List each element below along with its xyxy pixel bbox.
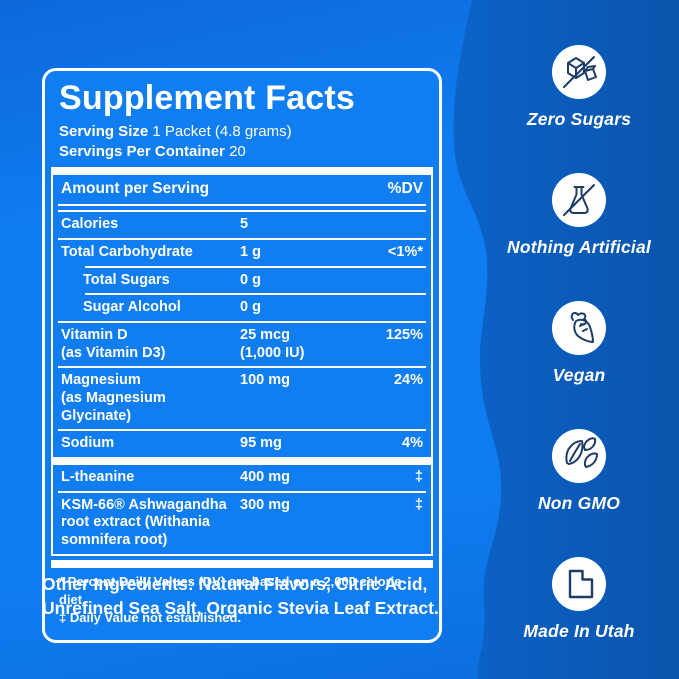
footnote-dagger: ‡ Daily Value not established. bbox=[59, 610, 242, 626]
serving-size-line: Serving Size 1 Packet (4.8 grams) bbox=[59, 122, 425, 142]
utah-state-icon bbox=[552, 557, 606, 611]
table-row-vitamin-d: Vitamin D (as Vitamin D3) 25 mcg (1,000 IU… bbox=[61, 326, 423, 361]
table-header-row: Amount per Serving %DV bbox=[53, 175, 431, 204]
row-rule bbox=[58, 320, 426, 323]
table-row-calories: Calories 5 bbox=[61, 216, 249, 233]
badge-zero-sugars: Zero Sugars bbox=[499, 44, 659, 172]
row-rule bbox=[58, 366, 426, 369]
row-rule-indented bbox=[85, 265, 426, 268]
serving-size-value: 1 Packet (4.8 grams) bbox=[152, 122, 292, 140]
other-ingredients-text: Other Ingredients: Natural Flavors, Citr… bbox=[42, 574, 439, 619]
feature-badges: Zero Sugars Nothing Artificial bbox=[499, 44, 659, 679]
thick-divider bbox=[51, 457, 433, 465]
table-row-magnesium: Magnesium (as Magnesium Glycinate) 100 mg… bbox=[61, 372, 423, 424]
badge-label: Vegan bbox=[552, 365, 606, 385]
table-row-total-sugars: Total Sugars 0 g bbox=[83, 271, 261, 288]
carrot-icon bbox=[552, 301, 606, 355]
footnote-dv: * Percent Daily Values (DV) are based on… bbox=[59, 573, 402, 607]
servings-per-container-label: Servings Per Container bbox=[59, 142, 225, 160]
thick-divider bbox=[51, 559, 433, 568]
row-rule bbox=[58, 490, 426, 493]
no-sugar-cubes-icon bbox=[552, 45, 606, 99]
table-row-total-carbohydrate: Total Carbohydrate 1 g <1%* bbox=[61, 243, 423, 260]
leaves-icon bbox=[552, 429, 606, 483]
servings-per-container-line: Servings Per Container 20 bbox=[59, 142, 425, 162]
badge-made-in-utah: Made In Utah bbox=[499, 556, 659, 679]
badge-label: Zero Sugars bbox=[526, 109, 632, 129]
table-row-ashwagandha: KSM-66® Ashwagandha root extract (Withan… bbox=[61, 496, 423, 549]
badge-label: Non GMO bbox=[537, 493, 621, 513]
table-row-sodium: Sodium 95 mg 4% bbox=[61, 435, 423, 452]
botanical-table: L-theanine 400 mg ‡ KSM-66® Ashwagandha … bbox=[51, 465, 433, 556]
thick-divider bbox=[51, 167, 433, 176]
badge-non-gmo: Non GMO bbox=[499, 428, 659, 556]
dv-header: %DV bbox=[387, 180, 423, 198]
badge-label: Nothing Artificial bbox=[507, 237, 651, 257]
badge-nothing-artificial: Nothing Artificial bbox=[499, 172, 659, 300]
badge-vegan: Vegan bbox=[499, 300, 659, 428]
header-double-rule bbox=[58, 204, 426, 213]
supplement-facts-panel: Supplement Facts Serving Size 1 Packet (… bbox=[42, 68, 442, 644]
table-row-sugar-alcohol: Sugar Alcohol 0 g bbox=[83, 299, 261, 316]
amount-per-serving-header: Amount per Serving bbox=[61, 180, 210, 198]
badge-label: Made In Utah bbox=[523, 621, 635, 641]
row-rule-indented bbox=[85, 293, 426, 296]
footnotes: * Percent Daily Values (DV) are based on… bbox=[51, 568, 433, 635]
row-rule bbox=[58, 429, 426, 432]
panel-title: Supplement Facts bbox=[59, 79, 356, 117]
nutrient-table: Amount per Serving %DV Calories 5 Total … bbox=[51, 175, 433, 457]
table-row-l-theanine: L-theanine 400 mg ‡ bbox=[61, 469, 423, 485]
row-rule bbox=[58, 237, 426, 240]
servings-per-container-value: 20 bbox=[229, 142, 246, 160]
serving-size-label: Serving Size bbox=[59, 122, 149, 140]
panel-header: Supplement Facts Serving Size 1 Packet (… bbox=[51, 71, 433, 167]
no-flask-icon bbox=[552, 173, 606, 227]
